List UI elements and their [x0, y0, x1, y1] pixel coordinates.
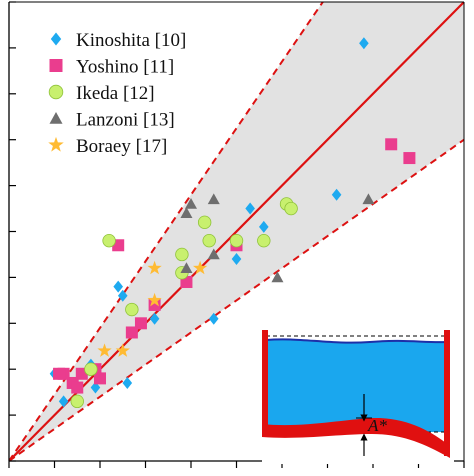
data-point [58, 395, 69, 408]
axis-ticks [8, 1, 465, 468]
legend-label: Ikeda [12] [76, 83, 155, 104]
data-point [207, 248, 220, 260]
data-point [403, 152, 416, 165]
data-point [117, 289, 128, 302]
data-points [49, 37, 416, 409]
inset-bed [262, 417, 450, 458]
data-point [385, 138, 398, 151]
data-point [125, 326, 138, 339]
inset-right-wall [444, 330, 450, 456]
data-point [197, 215, 212, 230]
data-point [284, 201, 298, 216]
data-point [362, 193, 375, 205]
data-point [147, 260, 162, 275]
legend-label: Lanzoni [13] [76, 110, 175, 131]
data-point [257, 233, 271, 248]
data-point [331, 188, 342, 201]
data-point [94, 372, 106, 385]
inset-label: A* [367, 416, 387, 435]
legend-marker [48, 136, 64, 152]
data-point [180, 207, 193, 218]
data-point [147, 292, 162, 307]
data-point [245, 202, 255, 215]
data-point [70, 394, 84, 409]
data-point [53, 367, 66, 380]
data-point [71, 381, 84, 394]
data-point [271, 271, 284, 283]
data-point [175, 247, 189, 262]
data-point [90, 381, 101, 394]
data-point [125, 302, 139, 317]
legend-label: Yoshino [11] [76, 57, 174, 78]
data-point [180, 262, 193, 274]
data-point [359, 37, 369, 50]
data-point [207, 193, 220, 205]
legend: Kinoshita [10] Yoshino [11] Ikeda [12] Lanz… [48, 30, 186, 157]
data-point [84, 362, 98, 376]
inset-diagram: A* [262, 328, 454, 464]
legend-marker [49, 112, 63, 124]
legend-label: Kinoshita [10] [76, 30, 186, 51]
legend-marker [50, 32, 62, 46]
data-point [115, 343, 130, 357]
data-point [192, 260, 208, 275]
legend-label: Boraey [17] [76, 136, 167, 157]
data-point [97, 343, 112, 357]
equality-line [9, 2, 464, 461]
data-point [259, 220, 269, 233]
inset-water-body [266, 339, 446, 432]
data-point [102, 233, 116, 248]
data-point [149, 312, 160, 325]
data-point [208, 312, 219, 325]
legend-marker [48, 84, 64, 100]
inset-water-surface [265, 338, 447, 344]
data-point [231, 253, 242, 266]
data-point [113, 280, 123, 293]
legend-marker [49, 59, 63, 72]
data-point [134, 317, 147, 330]
data-point [185, 197, 197, 209]
data-point [229, 233, 244, 248]
data-point [202, 233, 216, 248]
inset-left-wall [262, 330, 268, 436]
data-point [122, 376, 133, 389]
